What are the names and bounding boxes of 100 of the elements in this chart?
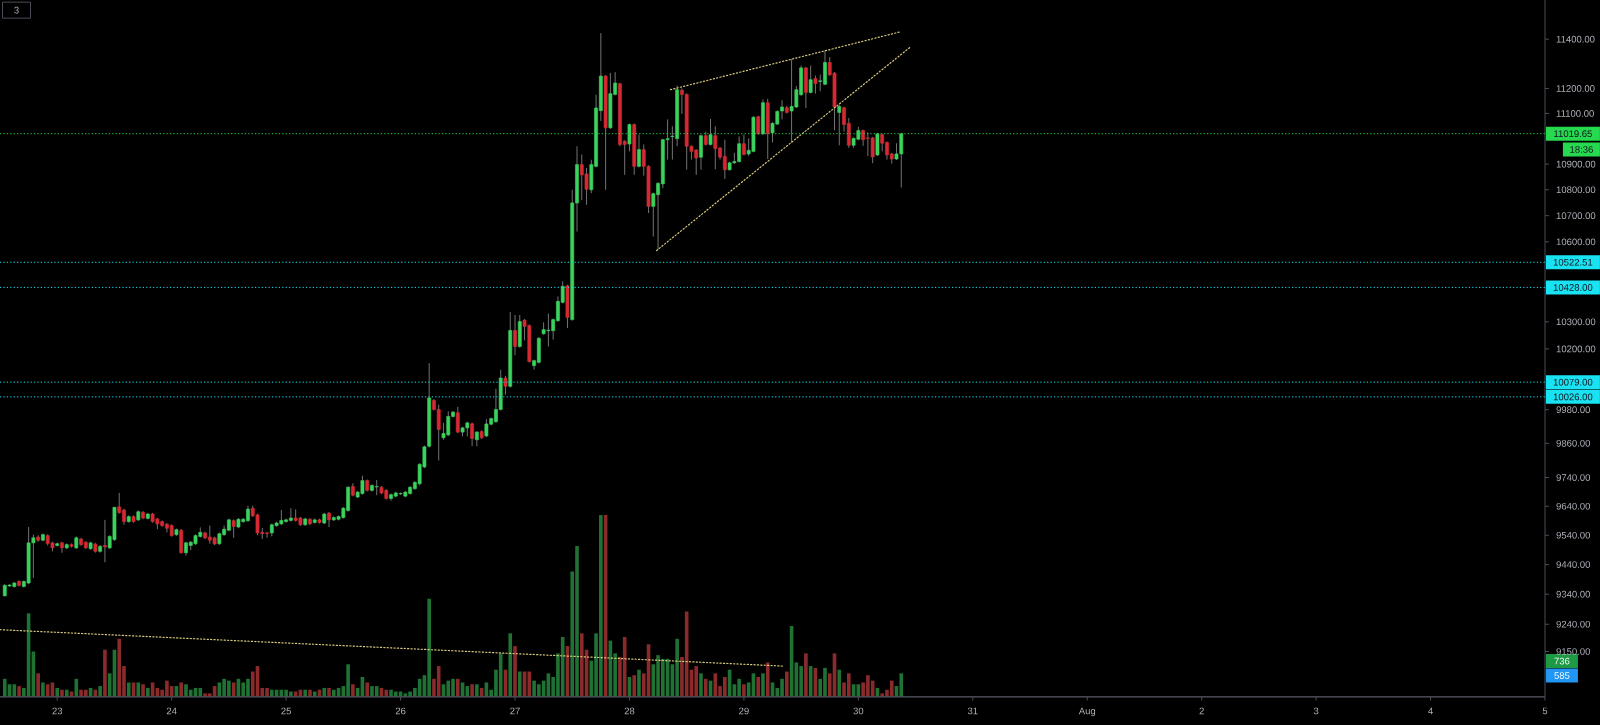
bar bbox=[765, 662, 770, 697]
x-tick-label: Aug bbox=[1078, 707, 1096, 717]
y-tick-label: 11400.00 bbox=[1556, 35, 1595, 43]
y-tick-label: 9860.00 bbox=[1556, 439, 1591, 447]
bar bbox=[327, 687, 331, 697]
x-tick-label: 29 bbox=[739, 707, 749, 715]
bar bbox=[12, 684, 17, 697]
candlestick bbox=[627, 123, 632, 152]
y-tick-label: 10700.00 bbox=[1556, 212, 1596, 220]
y-tick-label: 10200.00 bbox=[1556, 345, 1596, 353]
y-tick-label: 9740.00 bbox=[1556, 474, 1591, 481]
bar bbox=[470, 684, 474, 697]
bar bbox=[117, 638, 122, 697]
x-tick-label: 27 bbox=[510, 707, 520, 715]
ref-line-label: 10428.00 bbox=[1553, 284, 1593, 291]
y-tick-label: 11200.00 bbox=[1556, 85, 1595, 92]
candlestick bbox=[179, 528, 184, 554]
ref-line-label: 10522.51 bbox=[1553, 258, 1593, 266]
bar bbox=[103, 649, 107, 697]
bar bbox=[579, 633, 584, 697]
bar bbox=[74, 678, 79, 697]
candlestick bbox=[103, 519, 107, 563]
candlestick bbox=[808, 65, 813, 94]
bar bbox=[713, 673, 718, 697]
bar bbox=[761, 673, 765, 697]
x-tick-label: 4 bbox=[1428, 707, 1433, 715]
bar bbox=[270, 689, 274, 697]
x-tick-label: 23 bbox=[52, 707, 63, 715]
x-tick-label: 31 bbox=[967, 707, 978, 715]
bar bbox=[365, 682, 369, 697]
bar bbox=[179, 682, 184, 697]
candlestick bbox=[637, 134, 641, 168]
candlestick bbox=[455, 406, 460, 434]
bar bbox=[374, 686, 379, 697]
candlestick bbox=[503, 375, 508, 396]
bar bbox=[513, 646, 517, 697]
candlestick bbox=[699, 134, 703, 171]
bar bbox=[322, 687, 327, 697]
bar bbox=[508, 633, 513, 697]
bar bbox=[2, 678, 7, 697]
bar bbox=[36, 673, 40, 697]
bar bbox=[427, 598, 431, 697]
bar bbox=[756, 676, 761, 697]
candlestick bbox=[813, 75, 818, 95]
candlestick bbox=[722, 139, 727, 180]
y-tick-label: 11100.00 bbox=[1556, 110, 1594, 117]
bar bbox=[308, 689, 312, 697]
x-tick-label: 28 bbox=[624, 707, 635, 715]
y-tick-label: 9640.00 bbox=[1556, 502, 1591, 510]
bar bbox=[455, 678, 460, 697]
bar bbox=[351, 684, 355, 697]
candlestick bbox=[513, 314, 517, 356]
bar bbox=[785, 671, 789, 697]
bar bbox=[241, 682, 246, 697]
ref-line-label: 11019.65 bbox=[1554, 130, 1592, 138]
bar bbox=[737, 678, 741, 697]
bar bbox=[41, 682, 45, 697]
y-tick-label: 10800.00 bbox=[1556, 186, 1596, 194]
y-tick-label: 10300.00 bbox=[1556, 318, 1596, 326]
bar bbox=[141, 684, 145, 697]
candlestick bbox=[327, 511, 331, 528]
candlestick bbox=[713, 125, 718, 170]
bar bbox=[475, 684, 479, 697]
bar bbox=[517, 671, 522, 697]
bar bbox=[303, 689, 307, 697]
y-tick-label: 9150.00 bbox=[1556, 648, 1591, 655]
bar bbox=[146, 687, 150, 697]
bar bbox=[622, 636, 627, 697]
bar bbox=[799, 666, 803, 697]
ref-line-label: 10079.00 bbox=[1553, 378, 1593, 386]
text: 585 bbox=[1554, 672, 1570, 679]
x-tick-label: 2 bbox=[1199, 707, 1204, 715]
bar bbox=[136, 682, 141, 697]
x-tick-label: 25 bbox=[281, 707, 291, 715]
bar bbox=[837, 669, 842, 697]
y-tick-label: 9980.00 bbox=[1556, 406, 1591, 414]
bar bbox=[98, 686, 102, 697]
x-tick-label: 5 bbox=[1542, 707, 1548, 715]
candlestick bbox=[584, 167, 589, 206]
candlestick bbox=[870, 136, 875, 164]
y-tick-label: 9340.00 bbox=[1556, 590, 1591, 598]
bar bbox=[45, 684, 50, 697]
bar bbox=[384, 689, 389, 697]
bar bbox=[17, 686, 21, 697]
candlestick bbox=[708, 118, 713, 146]
bar bbox=[64, 689, 69, 697]
bar bbox=[60, 689, 64, 697]
bar bbox=[346, 664, 350, 697]
bar bbox=[899, 673, 904, 697]
bar bbox=[560, 636, 565, 697]
bar bbox=[637, 669, 641, 697]
y-tick-label: 9440.00 bbox=[1556, 561, 1591, 568]
bar bbox=[632, 675, 637, 697]
y-tick-label: 9240.00 bbox=[1556, 620, 1591, 628]
bar bbox=[126, 682, 131, 697]
bar bbox=[699, 673, 703, 697]
annotation: 3 bbox=[14, 6, 19, 14]
bar bbox=[446, 680, 451, 697]
x-tick-label: 30 bbox=[853, 707, 864, 715]
x-tick-label: 26 bbox=[395, 707, 406, 715]
